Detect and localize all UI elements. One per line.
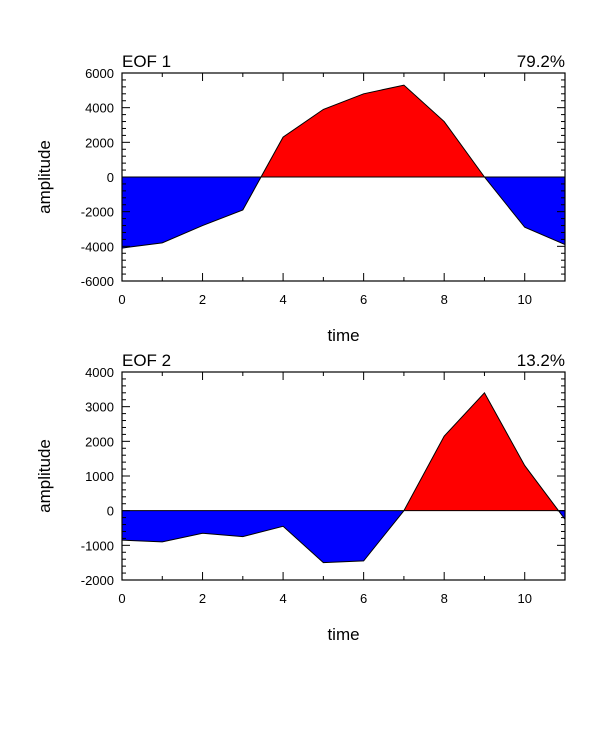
eof2-xtick-label: 8 (441, 591, 448, 606)
eof2-xtick-label: 0 (118, 591, 125, 606)
eof2-areas (121, 391, 566, 564)
eof1-xtick-label: 2 (199, 292, 206, 307)
eof2-ytick-label: 0 (107, 504, 114, 519)
eof1-title: EOF 1 (122, 52, 171, 71)
eof2-xtick-label: 10 (517, 591, 531, 606)
eof1-ytick-label: 2000 (85, 135, 114, 150)
eof1-y-axis-label: amplitude (35, 140, 54, 214)
eof1-areas (121, 84, 566, 249)
eof2-ytick-label: -1000 (81, 538, 114, 553)
eof2-ytick-labels: -2000 -1000 0 1000 2000 3000 4000 (81, 365, 114, 588)
eof1-variance: 79.2% (517, 52, 565, 71)
eof2-xtick-label: 2 (199, 591, 206, 606)
eof1-ytick-label: 4000 (85, 101, 114, 116)
eof1-xtick-label: 10 (517, 292, 531, 307)
eof1-xtick-label: 0 (118, 292, 125, 307)
eof2-ytick-label: -2000 (81, 573, 114, 588)
eof2-ytick-label: 4000 (85, 365, 114, 380)
eof2-ticks (121, 371, 566, 581)
eof2-xtick-label: 4 (279, 591, 286, 606)
eof2-ytick-label: 1000 (85, 469, 114, 484)
eof2-xtick-label: 6 (360, 591, 367, 606)
eof2-x-axis-label: time (327, 625, 359, 644)
eof1-ytick-label: -6000 (81, 274, 114, 289)
eof1-xtick-labels: 0 2 4 6 8 10 (118, 292, 532, 307)
eof2-variance: 13.2% (517, 351, 565, 370)
eof1-ticks (121, 72, 566, 282)
eof1-panel: -6000 -4000 -2000 0 2000 4000 6000 0 2 4 6 8 10 EOF… (35, 52, 566, 345)
eof2-negative-area (122, 510, 404, 563)
eof2-xtick-labels: 0 2 4 6 8 10 (118, 591, 532, 606)
eof1-ytick-label: 0 (107, 170, 114, 185)
eof1-series-line (121, 84, 566, 249)
eof2-ytick-label: 3000 (85, 400, 114, 415)
eof1-negative-area (484, 177, 565, 245)
eof2-title: EOF 2 (122, 351, 171, 370)
eof2-panel: -2000 -1000 0 1000 2000 3000 4000 0 2 4 6 8 10 EOF … (35, 351, 566, 644)
eof1-xtick-label: 6 (360, 292, 367, 307)
eof2-ytick-label: 2000 (85, 434, 114, 449)
eof1-ytick-label: -2000 (81, 205, 114, 220)
eof1-xtick-label: 4 (279, 292, 286, 307)
eof2-series-line (121, 391, 566, 564)
eof1-ytick-label: -4000 (81, 239, 114, 254)
eof2-y-axis-label: amplitude (35, 439, 54, 513)
eof1-x-axis-label: time (327, 326, 359, 345)
eof1-negative-area (122, 177, 262, 249)
eof2-positive-area (403, 392, 559, 511)
eof1-xtick-label: 8 (441, 292, 448, 307)
eof1-ytick-label: 6000 (85, 66, 114, 81)
eof1-ytick-labels: -6000 -4000 -2000 0 2000 4000 6000 (81, 66, 114, 289)
